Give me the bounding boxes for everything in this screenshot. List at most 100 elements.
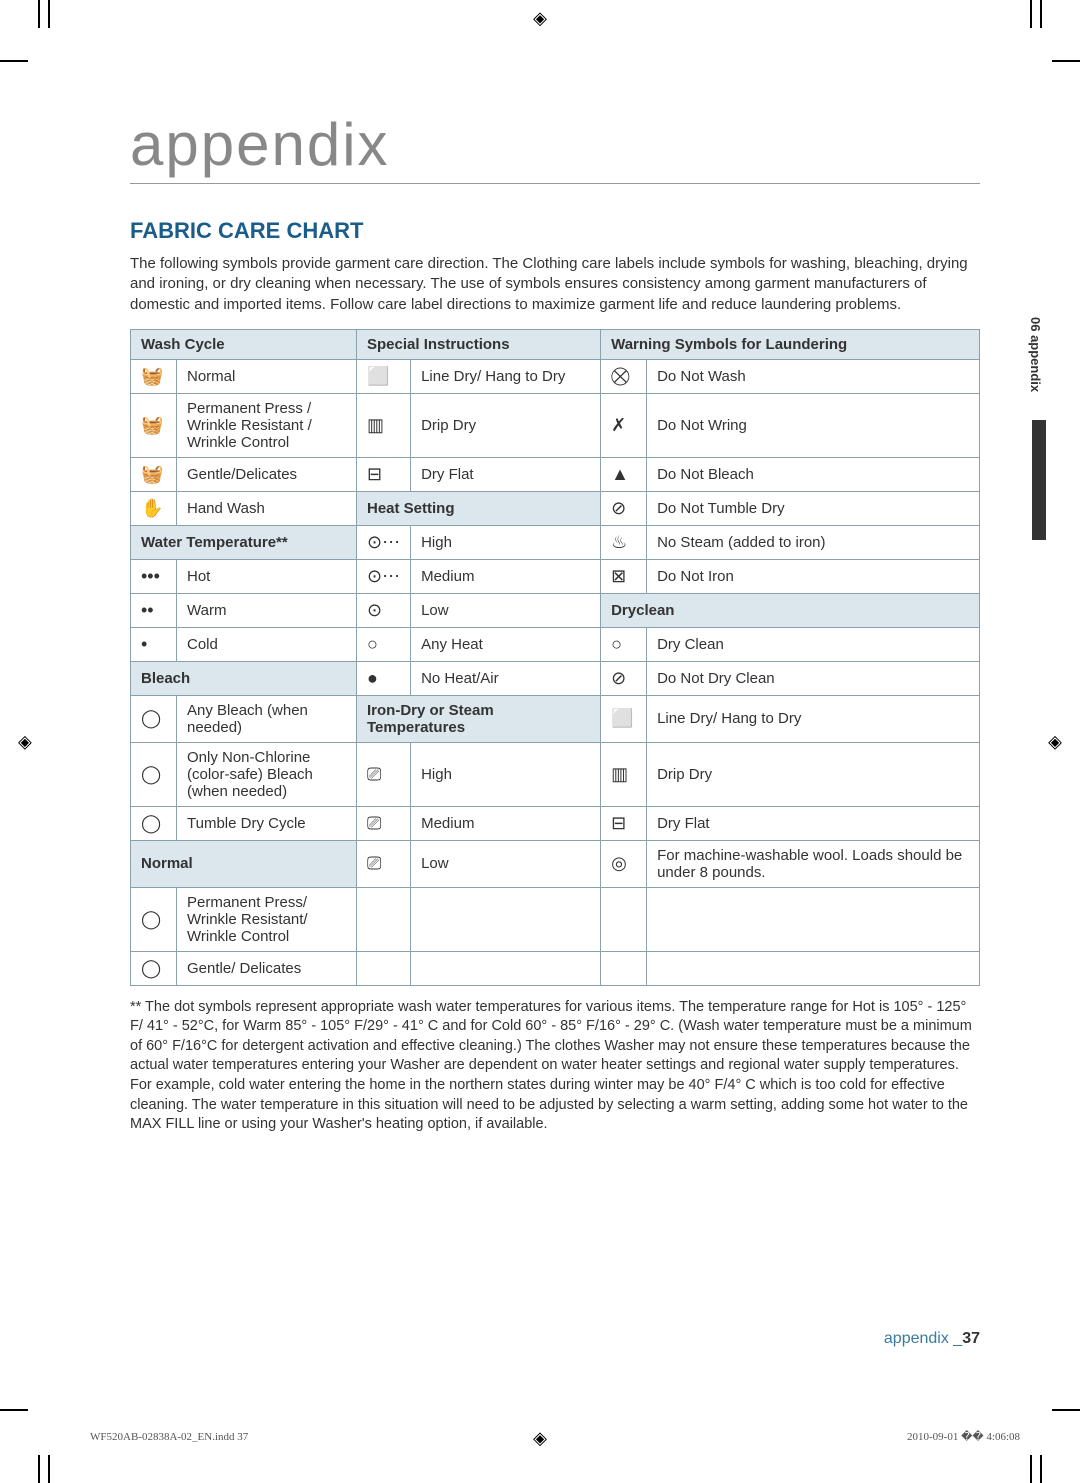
cell-label: Any Bleach (when needed) [177,695,357,742]
any-heat-icon: ○ [357,627,411,661]
cell-label: Do Not Iron [647,559,980,593]
empty-cell [411,887,601,951]
do-not-wring-icon: ✗ [601,393,647,457]
table-row: Bleach ● No Heat/Air ⊘ Do Not Dry Clean [131,661,980,695]
table-row: ◯ Permanent Press/ Wrinkle Resistant/ Wr… [131,887,980,951]
cell-label: Low [411,840,601,887]
do-not-tumble-dry-icon: ⊘ [601,491,647,525]
cell-label: No Heat/Air [411,661,601,695]
drip-dry-icon: ▥ [601,742,647,806]
header-heat-setting: Heat Setting [357,491,601,525]
cell-label: High [411,742,601,806]
footer-page-number: 37 [962,1330,980,1347]
header-iron-dry: Iron-Dry or Steam Temperatures [357,695,601,742]
do-not-dry-clean-icon: ⊘ [601,661,647,695]
cell-label: Permanent Press/ Wrinkle Resistant/ Wrin… [177,887,357,951]
fabric-care-table: Wash Cycle Special Instructions Warning … [130,329,980,986]
crop-mark [38,1455,40,1483]
table-row: ◯ Only Non-Chlorine (color-safe) Bleach … [131,742,980,806]
do-not-wash-icon: ⛒ [601,359,647,393]
cell-label: Permanent Press / Wrinkle Resistant / Wr… [177,393,357,457]
intro-paragraph: The following symbols provide garment ca… [130,254,980,315]
footer-label: appendix _ [884,1330,962,1347]
cell-label: Gentle/Delicates [177,457,357,491]
empty-cell [411,951,601,985]
cell-label: Do Not Tumble Dry [647,491,980,525]
section-side-tab: 06 appendix [1028,300,1050,560]
cell-label: Tumble Dry Cycle [177,806,357,840]
crop-mark [0,1409,28,1411]
empty-cell [647,887,980,951]
side-tab-bar [1032,420,1046,540]
cell-label: Any Heat [411,627,601,661]
table-row: ◯ Gentle/ Delicates [131,951,980,985]
header-special-instructions: Special Instructions [357,329,601,359]
cell-label: Medium [411,806,601,840]
iron-medium-icon: ⎚ [357,806,411,840]
cell-label: Dry Flat [647,806,980,840]
crop-mark [1052,1409,1080,1411]
registration-mark-icon: ◈ [18,731,32,752]
empty-cell [357,951,411,985]
dry-flat-icon: ⊟ [601,806,647,840]
dry-permanent-press-icon: ◯ [131,887,177,951]
footnote-text: ** The dot symbols represent appropriate… [130,998,980,1135]
print-timestamp: 2010-09-01 �� 4:06:08 [907,1430,1020,1443]
no-steam-icon: ♨ [601,525,647,559]
cell-label: Gentle/ Delicates [177,951,357,985]
no-heat-icon: ● [357,661,411,695]
cell-label: Do Not Bleach [647,457,980,491]
do-not-bleach-icon: ▲ [601,457,647,491]
table-row: ••• Hot ⊙⋯ Medium ⊠ Do Not Iron [131,559,980,593]
cell-label: Dry Clean [647,627,980,661]
table-row: ✋ Hand Wash Heat Setting ⊘ Do Not Tumble… [131,491,980,525]
table-row: •• Warm ⊙ Low Dryclean [131,593,980,627]
table-row: 🧺 Permanent Press / Wrinkle Resistant / … [131,393,980,457]
empty-cell [647,951,980,985]
temp-warm-icon: •• [131,593,177,627]
print-file-name: WF520AB-02838A-02_EN.indd 37 [90,1431,248,1443]
crop-mark [1040,1455,1042,1483]
cell-label: Dry Flat [411,457,601,491]
crop-mark [38,0,40,28]
table-row: • Cold ○ Any Heat ○ Dry Clean [131,627,980,661]
cell-label: Hand Wash [177,491,357,525]
page-footer: appendix _37 [884,1330,980,1348]
table-row: ◯ Tumble Dry Cycle ⎚ Medium ⊟ Dry Flat [131,806,980,840]
header-warning-symbols: Warning Symbols for Laundering [601,329,980,359]
drip-dry-icon: ▥ [357,393,411,457]
section-title: FABRIC CARE CHART [130,218,980,244]
line-dry-icon: ⬜ [601,695,647,742]
tumble-dry-icon: ◯ [131,806,177,840]
cell-label: Line Dry/ Hang to Dry [411,359,601,393]
cell-label: Drip Dry [647,742,980,806]
registration-mark-icon: ◈ [533,1428,547,1449]
wool-wash-icon: ◎ [601,840,647,887]
heat-high-icon: ⊙⋯ [357,525,411,559]
wash-permanent-press-icon: 🧺 [131,393,177,457]
dry-clean-icon: ○ [601,627,647,661]
dry-gentle-icon: ◯ [131,951,177,985]
non-chlorine-bleach-icon: ◯ [131,742,177,806]
crop-mark [1052,60,1080,62]
cell-label: For machine-washable wool. Loads should … [647,840,980,887]
temp-cold-icon: • [131,627,177,661]
wash-normal-icon: 🧺 [131,359,177,393]
any-bleach-icon: ◯ [131,695,177,742]
cell-label: No Steam (added to iron) [647,525,980,559]
side-tab-label: 06 appendix [1028,300,1043,410]
table-row: ◯ Any Bleach (when needed) Iron-Dry or S… [131,695,980,742]
cell-label: Do Not Wring [647,393,980,457]
heat-medium-icon: ⊙⋯ [357,559,411,593]
cell-label: Normal [177,359,357,393]
wash-gentle-icon: 🧺 [131,457,177,491]
hand-wash-icon: ✋ [131,491,177,525]
crop-mark [48,1455,50,1483]
empty-cell [357,887,411,951]
cell-label: Do Not Dry Clean [647,661,980,695]
header-dryclean: Dryclean [601,593,980,627]
cell-label: High [411,525,601,559]
dry-flat-icon: ⊟ [357,457,411,491]
crop-mark [1030,0,1032,28]
header-wash-cycle: Wash Cycle [131,329,357,359]
